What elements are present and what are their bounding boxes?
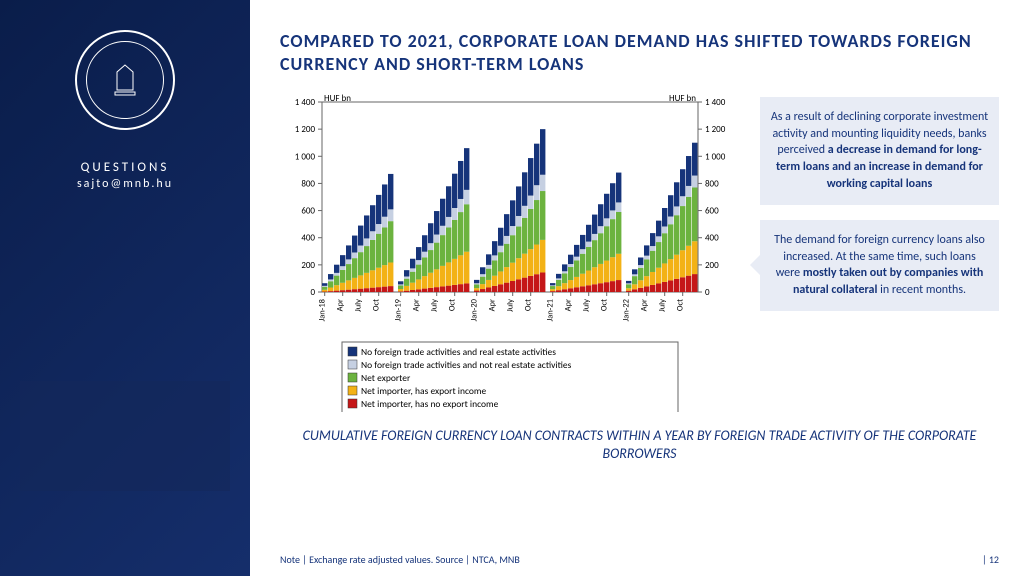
svg-text:1 000: 1 000 bbox=[295, 151, 316, 162]
svg-text:HUF bn: HUF bn bbox=[324, 93, 351, 104]
notes-column: As a result of declining corporate inves… bbox=[760, 92, 999, 412]
svg-text:July: July bbox=[430, 299, 440, 312]
note-box-1: As a result of declining corporate inves… bbox=[760, 97, 999, 205]
svg-text:Jan-22: Jan-22 bbox=[622, 299, 632, 321]
note2-post: in recent months. bbox=[877, 283, 966, 297]
svg-text:July: July bbox=[506, 299, 516, 312]
svg-text:Jan-21: Jan-21 bbox=[546, 299, 556, 321]
svg-text:400: 400 bbox=[705, 232, 719, 243]
svg-text:400: 400 bbox=[301, 232, 315, 243]
svg-text:Apr: Apr bbox=[336, 299, 346, 311]
svg-text:Net importer, has no export in: Net importer, has no export income bbox=[361, 398, 499, 410]
svg-text:1 400: 1 400 bbox=[705, 97, 726, 108]
svg-text:Oct: Oct bbox=[676, 299, 686, 311]
svg-text:Oct: Oct bbox=[524, 299, 534, 311]
note-arrow-icon bbox=[750, 255, 760, 275]
contact-email: sajto@mnb.hu bbox=[77, 177, 173, 191]
svg-text:Jan-19: Jan-19 bbox=[394, 298, 404, 321]
svg-text:HUF bn: HUF bn bbox=[669, 93, 696, 104]
svg-text:Jan-20: Jan-20 bbox=[470, 298, 480, 321]
footer: Note | Exchange rate adjusted values. So… bbox=[280, 553, 999, 566]
logo-seal bbox=[75, 30, 175, 130]
svg-text:200: 200 bbox=[301, 260, 315, 271]
chart-subtitle: CUMULATIVE FOREIGN CURRENCY LOAN CONTRAC… bbox=[280, 427, 999, 463]
footer-note: Note | Exchange rate adjusted values. So… bbox=[280, 553, 520, 566]
svg-text:1 400: 1 400 bbox=[295, 97, 316, 108]
svg-text:July: July bbox=[658, 299, 668, 312]
page-number: | 12 bbox=[982, 553, 999, 566]
logo-inner bbox=[86, 41, 164, 119]
svg-text:Oct: Oct bbox=[372, 299, 382, 311]
svg-text:July: July bbox=[354, 299, 364, 312]
svg-text:Apr: Apr bbox=[640, 299, 650, 311]
svg-text:200: 200 bbox=[705, 260, 719, 271]
svg-text:Apr: Apr bbox=[488, 299, 498, 311]
svg-text:Net importer, has export incom: Net importer, has export income bbox=[361, 385, 486, 397]
main-content: COMPARED TO 2021, CORPORATE LOAN DEMAND … bbox=[250, 0, 1024, 576]
svg-text:Oct: Oct bbox=[600, 299, 610, 311]
svg-text:0: 0 bbox=[705, 287, 710, 298]
svg-text:Apr: Apr bbox=[564, 299, 574, 311]
svg-text:800: 800 bbox=[705, 178, 719, 189]
slide: QUESTIONS sajto@mnb.hu COMPARED TO 2021,… bbox=[0, 0, 1024, 576]
svg-text:0: 0 bbox=[310, 287, 315, 298]
decorative-box bbox=[20, 381, 230, 491]
note-box-2: The demand for foreign currency loans al… bbox=[760, 220, 999, 311]
sidebar: QUESTIONS sajto@mnb.hu bbox=[0, 0, 250, 576]
svg-text:600: 600 bbox=[301, 205, 315, 216]
svg-text:1 200: 1 200 bbox=[295, 124, 316, 135]
svg-text:No foreign trade activities an: No foreign trade activities and not real… bbox=[361, 359, 572, 371]
questions-label: QUESTIONS bbox=[81, 160, 170, 175]
svg-text:Net exporter: Net exporter bbox=[361, 372, 411, 384]
svg-text:July: July bbox=[582, 299, 592, 312]
svg-text:800: 800 bbox=[301, 178, 315, 189]
svg-text:Apr: Apr bbox=[412, 299, 422, 311]
content-row: 0 0 200 200 400 400 600 600 800 800 1 000 1 000 1 20… bbox=[280, 92, 999, 412]
svg-text:Oct: Oct bbox=[448, 299, 458, 311]
chart: 0 0 200 200 400 400 600 600 800 800 1 000 1 000 1 20… bbox=[280, 92, 740, 412]
svg-text:1 200: 1 200 bbox=[705, 124, 726, 135]
svg-text:600: 600 bbox=[705, 205, 719, 216]
svg-text:No foreign trade activities an: No foreign trade activities and real est… bbox=[361, 346, 556, 358]
svg-text:Jan-18: Jan-18 bbox=[318, 299, 328, 321]
svg-text:1 000: 1 000 bbox=[705, 151, 726, 162]
slide-title: COMPARED TO 2021, CORPORATE LOAN DEMAND … bbox=[280, 30, 999, 77]
chart-column: 0 0 200 200 400 400 600 600 800 800 1 000 1 000 1 20… bbox=[280, 92, 740, 412]
